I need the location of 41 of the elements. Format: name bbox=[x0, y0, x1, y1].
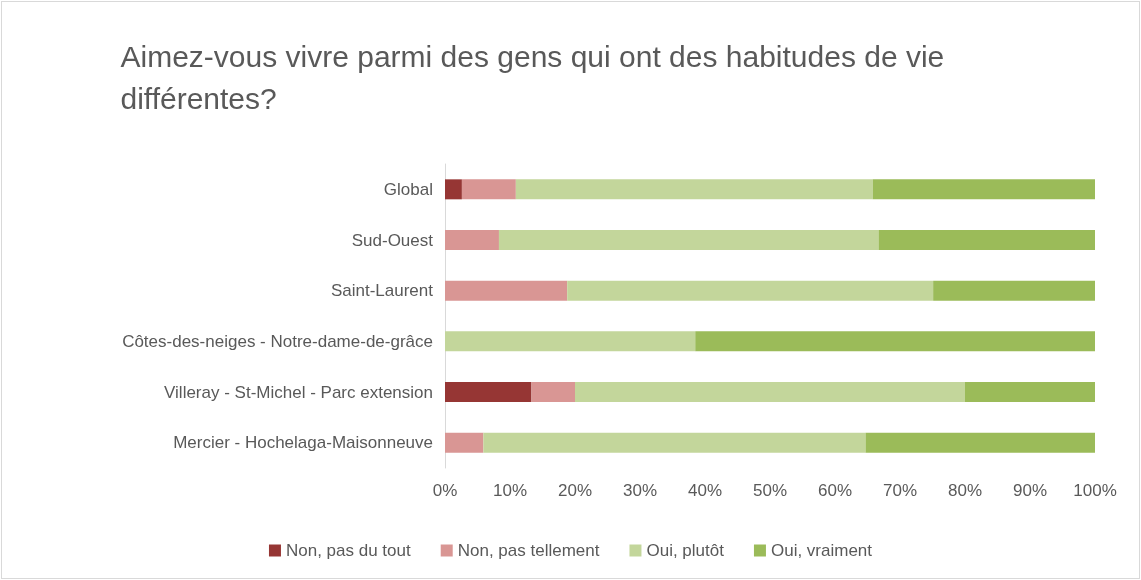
x-tick-label: 80% bbox=[947, 481, 983, 500]
bar bbox=[445, 280, 568, 301]
y-tick-label: Villeray - St-Michel - Parc extension bbox=[164, 382, 433, 402]
bar bbox=[445, 230, 499, 250]
y-tick-label: Saint-Laurent bbox=[330, 281, 434, 301]
y-tick-label: Côtes-des-neiges - Notre-dame-de-grâce bbox=[122, 331, 433, 351]
bar bbox=[461, 179, 516, 200]
y-tick-label: Global bbox=[383, 179, 433, 199]
bar bbox=[575, 382, 965, 402]
bar bbox=[878, 230, 1095, 250]
y-tick-label: Sud-Ouest bbox=[351, 230, 434, 250]
y-tick-label: Mercier - Hochelaga-Maisonneuve bbox=[173, 433, 433, 453]
bar bbox=[445, 432, 484, 453]
x-tick-label: 60% bbox=[817, 481, 853, 500]
x-tick-label: 40% bbox=[687, 481, 723, 500]
legend-label: Oui, plutôt bbox=[646, 541, 725, 560]
bar bbox=[445, 331, 696, 352]
x-tick-label: 30% bbox=[622, 481, 658, 500]
x-tick-label: 50% bbox=[752, 481, 788, 500]
x-tick-label: 10% bbox=[492, 481, 528, 500]
bar bbox=[695, 331, 1095, 352]
x-tick-label: 70% bbox=[882, 481, 918, 500]
legend-label: Non, pas tellement bbox=[457, 541, 600, 560]
bar bbox=[515, 179, 873, 200]
bar bbox=[872, 179, 1095, 200]
x-tick-label: 90% bbox=[1012, 481, 1048, 500]
bar bbox=[445, 179, 462, 200]
bar bbox=[498, 230, 879, 250]
bar bbox=[531, 382, 575, 402]
chart-title: Aimez-vous vivre parmi des gens qui ont des habitudes de vie différentes? bbox=[120, 39, 953, 115]
bar bbox=[865, 432, 1095, 453]
bar bbox=[483, 432, 866, 453]
legend-label: Oui, vraiment bbox=[770, 541, 873, 560]
x-tick-label: 100% bbox=[1073, 481, 1117, 500]
legend-label: Non, pas du tout bbox=[285, 541, 411, 560]
bar bbox=[965, 382, 1095, 402]
bar bbox=[445, 382, 532, 402]
bar bbox=[933, 280, 1095, 301]
bar bbox=[567, 280, 934, 301]
x-tick-label: 20% bbox=[557, 481, 593, 500]
x-tick-label: 0% bbox=[432, 481, 458, 500]
